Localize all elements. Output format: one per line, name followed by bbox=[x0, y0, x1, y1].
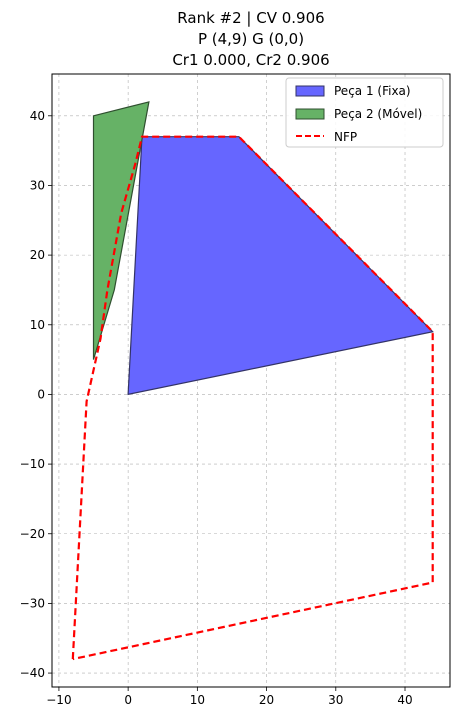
y-tick-label: −40 bbox=[20, 666, 45, 680]
plot-frame bbox=[51, 73, 451, 688]
y-tick-label: 20 bbox=[30, 248, 45, 262]
legend-swatch-peca-1 bbox=[295, 85, 325, 97]
series-polygon-1 bbox=[127, 136, 434, 396]
x-tick-label: 30 bbox=[328, 693, 343, 707]
plot-series bbox=[71, 101, 434, 661]
y-tick-label: 10 bbox=[30, 318, 45, 332]
legend: Peça 1 (Fixa) Peça 2 (Móvel) NFP bbox=[285, 77, 444, 148]
title-line-1: Rank #2 | CV 0.906 bbox=[177, 9, 324, 27]
y-tick-label: 30 bbox=[30, 178, 45, 192]
y-tick-label: −30 bbox=[20, 596, 45, 610]
x-tick-label: −10 bbox=[46, 693, 71, 707]
title-line-2: P (4,9) G (0,0) bbox=[198, 30, 304, 48]
chart-title: Rank #2 | CV 0.906 P (4,9) G (0,0) Cr1 0… bbox=[172, 9, 329, 69]
y-tick-label: 40 bbox=[30, 109, 45, 123]
x-tick-label: 40 bbox=[397, 693, 412, 707]
title-line-3: Cr1 0.000, Cr2 0.906 bbox=[172, 51, 329, 69]
legend-label-nfp: NFP bbox=[334, 130, 357, 144]
legend-box bbox=[285, 77, 444, 148]
series-nfp-line bbox=[71, 135, 434, 661]
y-tick-label: −20 bbox=[20, 527, 45, 541]
y-tick-label: −10 bbox=[20, 457, 45, 471]
x-tick-label: 0 bbox=[124, 693, 132, 707]
x-tick-label: 20 bbox=[259, 693, 274, 707]
legend-label-peca-1: Peça 1 (Fixa) bbox=[334, 84, 411, 98]
axis-ticks: −10 0 10 20 30 40 −40 −30 −20 −10 0 10 20 30 40 bbox=[20, 109, 413, 707]
y-tick-label: 0 bbox=[37, 387, 45, 401]
x-tick-label: 10 bbox=[190, 693, 205, 707]
legend-swatch-peca-2 bbox=[295, 108, 325, 120]
legend-label-peca-2: Peça 2 (Móvel) bbox=[334, 107, 422, 121]
